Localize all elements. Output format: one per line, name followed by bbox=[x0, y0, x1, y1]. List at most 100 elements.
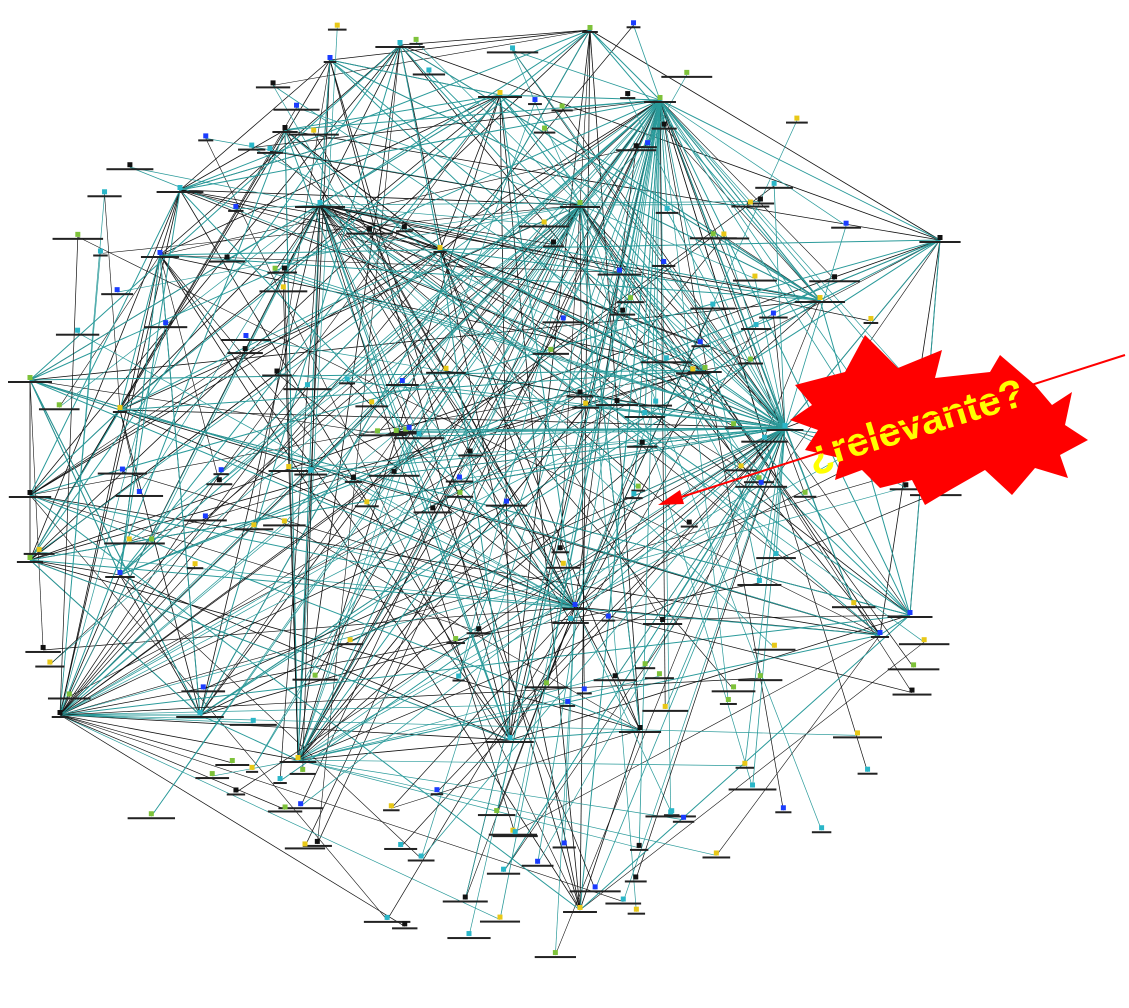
graph-node bbox=[663, 355, 669, 361]
node-label-mark bbox=[101, 293, 134, 296]
leaf-edge bbox=[284, 523, 641, 731]
node-label-mark bbox=[639, 404, 673, 407]
hub-fan-edge bbox=[464, 99, 661, 900]
leaf-edge bbox=[512, 50, 911, 616]
graph-node bbox=[334, 22, 340, 28]
node-label-mark bbox=[51, 716, 69, 718]
graph-node bbox=[430, 505, 436, 511]
leaf-edge bbox=[319, 204, 925, 643]
hub-fan-edge bbox=[409, 427, 786, 431]
node-label-mark bbox=[624, 416, 665, 419]
graph-node bbox=[281, 518, 287, 524]
teal-edge bbox=[29, 94, 501, 381]
node-label-mark bbox=[263, 524, 306, 527]
black-edge bbox=[159, 44, 401, 256]
leaf-edge bbox=[59, 325, 166, 716]
node-label-mark bbox=[870, 636, 890, 638]
teal-edge bbox=[399, 44, 821, 301]
graph-node bbox=[642, 410, 648, 416]
node-label-mark bbox=[375, 46, 425, 48]
node-label-mark bbox=[355, 405, 388, 408]
graph-node bbox=[280, 284, 286, 290]
node-label-mark bbox=[97, 472, 148, 475]
graph-node bbox=[877, 630, 883, 635]
teal-edge bbox=[119, 254, 161, 411]
leaf-edge bbox=[574, 465, 854, 608]
graph-node bbox=[690, 366, 696, 372]
graph-node bbox=[560, 560, 566, 566]
teal-edge bbox=[329, 59, 821, 301]
hub-fan-edge bbox=[377, 427, 786, 434]
graph-node bbox=[851, 600, 857, 606]
hub-fan-edge bbox=[284, 270, 786, 429]
graph-node bbox=[399, 377, 405, 383]
teal-edge bbox=[29, 99, 661, 381]
teal-edge bbox=[579, 204, 641, 731]
graph-node bbox=[758, 479, 764, 485]
leaf-edge bbox=[310, 204, 581, 473]
node-label-mark bbox=[759, 316, 788, 319]
teal-edge bbox=[119, 99, 661, 576]
node-label-mark bbox=[690, 307, 736, 310]
leaf-edge bbox=[579, 204, 756, 279]
teal-edge bbox=[399, 44, 911, 616]
node-label-mark bbox=[52, 237, 104, 240]
leaf-edge bbox=[297, 630, 479, 761]
graph-node bbox=[832, 274, 838, 280]
leaf-edge bbox=[288, 427, 786, 470]
leaf-edge bbox=[251, 204, 581, 771]
node-label-mark bbox=[478, 96, 522, 98]
graph-node bbox=[656, 671, 662, 677]
leaf-edge bbox=[773, 315, 786, 429]
node-label-mark bbox=[339, 382, 356, 385]
node-label-mark bbox=[892, 693, 932, 696]
graph-node bbox=[249, 764, 255, 770]
node-label-mark bbox=[273, 108, 320, 111]
graph-node bbox=[507, 735, 513, 740]
graph-node bbox=[501, 866, 507, 872]
arrow-head bbox=[658, 490, 684, 505]
node-label-mark bbox=[766, 429, 804, 431]
graph-node bbox=[311, 127, 317, 133]
black-edge bbox=[509, 614, 911, 741]
graph-node bbox=[126, 536, 132, 542]
leaf-edge bbox=[574, 495, 635, 608]
node-label-mark bbox=[8, 496, 52, 498]
hub-fan-edge bbox=[633, 25, 661, 101]
teal-edge bbox=[29, 559, 201, 716]
graph-node bbox=[631, 491, 637, 497]
hub-fan-edge bbox=[562, 99, 661, 321]
leaf-edge bbox=[659, 99, 672, 815]
graph-node bbox=[592, 884, 598, 890]
hub-fan-edge bbox=[284, 99, 661, 524]
node-label-mark bbox=[521, 864, 554, 867]
graph-node bbox=[27, 490, 33, 495]
leaf-edge bbox=[245, 204, 581, 352]
teal-edge bbox=[819, 239, 941, 301]
node-label-mark bbox=[138, 542, 165, 545]
black-edge bbox=[399, 44, 941, 241]
hub-fan-edge bbox=[655, 99, 661, 404]
graph-node bbox=[364, 499, 370, 505]
leaf-edge bbox=[117, 204, 581, 293]
black-edge bbox=[329, 29, 591, 61]
node-label-mark bbox=[645, 815, 696, 818]
graph-node bbox=[725, 696, 731, 702]
graph-node bbox=[748, 356, 754, 362]
graph-node bbox=[631, 20, 637, 26]
node-label-mark bbox=[833, 736, 883, 739]
node-label-mark bbox=[552, 621, 589, 624]
graph-node bbox=[587, 25, 593, 30]
node-label-mark bbox=[144, 326, 188, 329]
node-label-mark bbox=[55, 333, 100, 336]
teal-edge bbox=[119, 369, 706, 411]
graph-node bbox=[661, 121, 667, 127]
leaf-edge bbox=[622, 427, 786, 902]
leaf-edge bbox=[199, 224, 545, 716]
hub-fan-edge bbox=[419, 427, 786, 437]
graph-node bbox=[384, 914, 390, 920]
graph-node bbox=[713, 850, 719, 856]
graph-node bbox=[456, 673, 462, 679]
node-label-mark bbox=[528, 103, 542, 106]
leaf-edge bbox=[574, 403, 656, 608]
